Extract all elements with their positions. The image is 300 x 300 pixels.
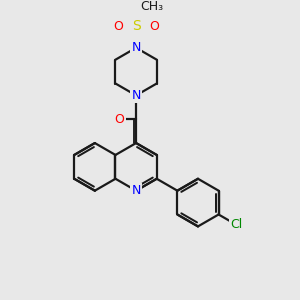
- Text: N: N: [131, 184, 141, 197]
- Text: S: S: [132, 19, 140, 33]
- Text: O: O: [115, 113, 124, 126]
- Text: CH₃: CH₃: [140, 0, 163, 13]
- Text: N: N: [131, 89, 141, 102]
- Text: O: O: [113, 20, 123, 33]
- Text: N: N: [131, 41, 141, 54]
- Text: Cl: Cl: [230, 218, 242, 231]
- Text: O: O: [149, 20, 159, 33]
